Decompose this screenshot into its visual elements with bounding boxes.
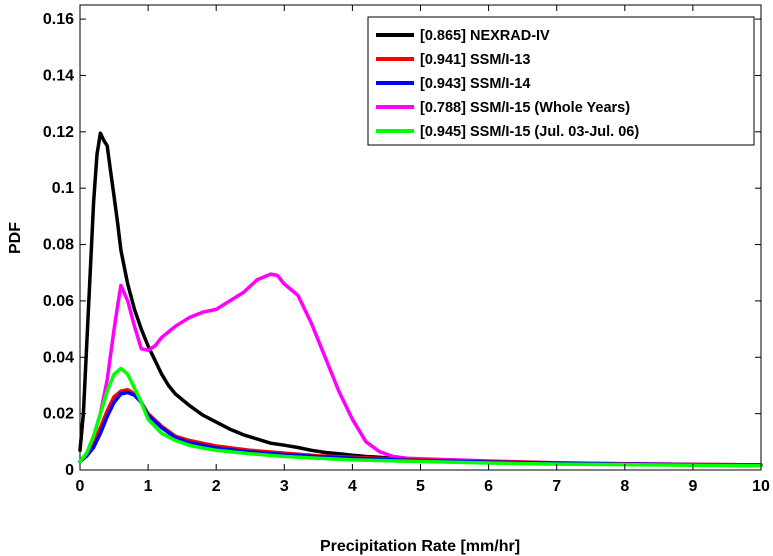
legend-label-1: [0.941] SSM/I-13 bbox=[420, 52, 530, 68]
y-tick-label: 0 bbox=[65, 462, 74, 479]
y-axis: 0 0.02 0.04 0.06 0.08 0.1 0.12 0.14 0.16 bbox=[43, 11, 761, 479]
legend-items: [0.865] NEXRAD-IV [0.941] SSM/I-13 [0.943]… bbox=[376, 28, 639, 140]
legend-box bbox=[367, 16, 755, 146]
series-line-4 bbox=[78, 366, 763, 468]
legend-label-2: [0.943] SSM/I-14 bbox=[420, 76, 530, 92]
x-axis-title: Precipitation Rate [mm/hr] bbox=[320, 538, 520, 555]
x-tick-label: 5 bbox=[416, 478, 425, 495]
x-tick-label: 1 bbox=[144, 478, 153, 495]
x-tick-label: 9 bbox=[688, 478, 697, 495]
x-tick-label: 10 bbox=[752, 478, 770, 495]
legend-label-4: [0.945] SSM/I-15 (Jul. 03-Jul. 06) bbox=[420, 124, 639, 140]
x-tick-label: 2 bbox=[212, 478, 221, 495]
x-axis: 0 1 2 3 4 5 6 7 8 9 10 bbox=[76, 5, 770, 495]
y-tick-label: 0.06 bbox=[43, 293, 74, 310]
legend-label-0: [0.865] NEXRAD-IV bbox=[420, 28, 550, 44]
y-axis-title: PDF bbox=[7, 222, 24, 254]
y-tick-label: 0.08 bbox=[43, 237, 74, 254]
y-tick-label: 0.12 bbox=[43, 124, 74, 141]
y-tick-label: 0.1 bbox=[52, 180, 74, 197]
x-tick-label: 8 bbox=[620, 478, 629, 495]
y-tick-label: 0.14 bbox=[43, 67, 74, 84]
x-tick-label: 7 bbox=[552, 478, 561, 495]
x-tick-label: 6 bbox=[484, 478, 493, 495]
y-tick-label: 0.02 bbox=[43, 406, 74, 423]
legend: [0.865] NEXRAD-IV [0.941] SSM/I-13 [0.943]… bbox=[367, 16, 755, 146]
legend-label-3: [0.788] SSM/I-15 (Whole Years) bbox=[420, 100, 630, 116]
series-group bbox=[78, 131, 763, 468]
x-tick-label: 4 bbox=[348, 478, 357, 495]
x-tick-label: 0 bbox=[76, 478, 85, 495]
y-tick-label: 0.16 bbox=[43, 11, 74, 28]
x-tick-label: 3 bbox=[280, 478, 289, 495]
y-tick-label: 0.04 bbox=[43, 349, 74, 366]
